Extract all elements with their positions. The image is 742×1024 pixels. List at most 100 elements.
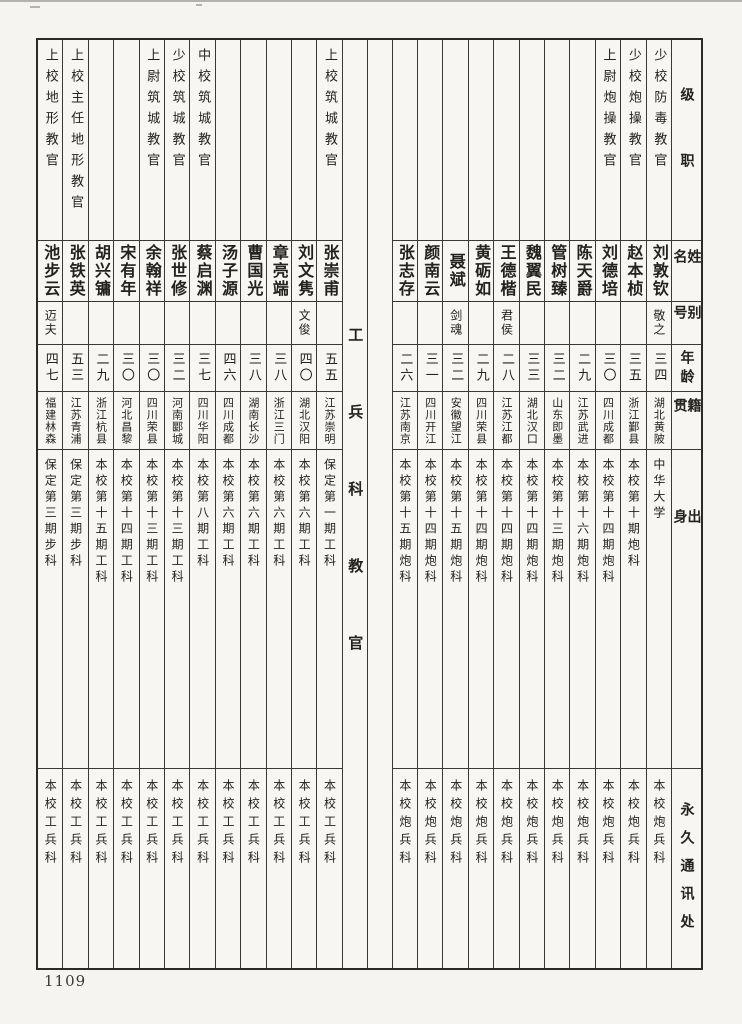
permanent-address-cell: 本校炮兵科 <box>423 779 438 869</box>
permanent-address-cell: 本校炮兵科 <box>524 779 539 869</box>
name-cell: 余翰祥 <box>139 241 164 302</box>
alias-cell <box>215 302 241 345</box>
person-column: 少校筑城教官 张世修 三二 河南郾城 本校第十三期工科 本校工兵科 <box>163 40 190 968</box>
origin-cell: 本校第十四期炮科 <box>418 450 443 769</box>
age-cell: 二六 <box>392 345 418 392</box>
origin-cell: 本校第十五期炮科 <box>392 450 418 769</box>
alias-cell <box>164 302 190 345</box>
alias-cell <box>595 302 621 345</box>
section-title-column: 工兵科教官 <box>341 40 367 968</box>
permanent-address-cell: 本校工兵科 <box>322 779 337 869</box>
native-place-cell: 浙江杭县 <box>88 392 114 450</box>
person-column: 上校地形教官 池步云 迈夫 四七 福建林森 保定第三期步科 本校工兵科 <box>38 40 63 968</box>
alias-cell <box>63 302 88 345</box>
rank-cell <box>519 40 545 241</box>
rank-cell <box>215 40 241 241</box>
person-column: 曹国光 三八 湖南长沙 本校第六期工科 本校工兵科 <box>240 40 266 968</box>
origin-cell: 本校第十三期炮科 <box>545 450 570 769</box>
origin-cell: 保定第三期步科 <box>38 450 63 769</box>
header-origin: 出身 <box>672 450 701 769</box>
header-native-place: 籍贯 <box>672 392 701 450</box>
name-cell: 曹国光 <box>241 241 266 302</box>
origin-cell: 本校第十六期炮科 <box>570 450 595 769</box>
alias-cell <box>418 302 443 345</box>
alias-cell <box>519 302 545 345</box>
rank-cell <box>468 40 494 241</box>
rank-cell <box>114 40 139 241</box>
alias-cell <box>139 302 164 345</box>
header-permanent-address: 永久通讯处 <box>678 802 695 942</box>
column-header-labels: 级职 姓名 别号 年龄 籍贯 出身 永久通讯处 <box>671 40 701 968</box>
permanent-address-cell: 本校工兵科 <box>271 779 286 869</box>
person-column: 少校防毒教官 刘敦钦 敬之 三四 湖北黄陂 中华大学 本校炮兵科 <box>645 40 671 968</box>
age-cell: 三三 <box>519 345 545 392</box>
rank-cell: 中校筑城教官 <box>190 40 215 241</box>
person-column: 上校主任地形教官 张铁英 五三 江苏青浦 保定第三期步科 本校工兵科 <box>62 40 88 968</box>
name-cell: 胡兴镛 <box>88 241 114 302</box>
name-cell: 张志存 <box>392 241 418 302</box>
permanent-address-cell: 本校炮兵科 <box>626 779 641 869</box>
permanent-address-cell: 本校炮兵科 <box>601 779 616 869</box>
alias-cell: 君侯 <box>494 302 519 345</box>
rank-cell <box>418 40 443 241</box>
name-cell: 张崇甫 <box>317 241 342 302</box>
origin-cell: 保定第三期步科 <box>63 450 88 769</box>
native-place-cell: 江苏江都 <box>494 392 519 450</box>
rank-cell: 上尉筑城教官 <box>139 40 164 241</box>
origin-cell: 本校第十四期炮科 <box>519 450 545 769</box>
native-place-cell: 山东即墨 <box>545 392 570 450</box>
rank-cell <box>266 40 291 241</box>
native-place-cell: 四川华阳 <box>190 392 215 450</box>
age-cell: 三〇 <box>114 345 139 392</box>
origin-cell: 本校第十三期工科 <box>139 450 164 769</box>
header-name: 姓名 <box>672 241 701 302</box>
alias-cell: 文俊 <box>291 302 317 345</box>
alias-cell: 迈夫 <box>38 302 63 345</box>
permanent-address-cell: 本校工兵科 <box>220 779 235 869</box>
name-cell: 刘敦钦 <box>646 241 671 302</box>
alias-cell: 剑魂 <box>443 302 468 345</box>
name-cell: 王德楷 <box>494 241 519 302</box>
permanent-address-cell: 本校工兵科 <box>195 779 210 869</box>
origin-cell: 本校第十五期工科 <box>88 450 114 769</box>
age-cell: 三五 <box>621 345 646 392</box>
scan-speck <box>196 4 202 6</box>
person-column: 黄砺如 二九 四川荣县 本校第十四期炮科 本校炮兵科 <box>467 40 494 968</box>
age-cell: 四六 <box>215 345 241 392</box>
age-cell: 三八 <box>241 345 266 392</box>
person-column: 中校筑城教官 蔡启渊 三七 四川华阳 本校第八期工科 本校工兵科 <box>189 40 215 968</box>
native-place-cell: 湖南长沙 <box>241 392 266 450</box>
alias-cell <box>545 302 570 345</box>
native-place-cell: 浙江三门 <box>266 392 291 450</box>
alias-cell: 敬之 <box>646 302 671 345</box>
rank-cell <box>392 40 418 241</box>
person-column: 汤子源 四六 四川成都 本校第六期工科 本校工兵科 <box>214 40 241 968</box>
age-cell: 二九 <box>88 345 114 392</box>
name-cell: 刘文隽 <box>291 241 317 302</box>
name-cell: 池步云 <box>38 241 63 302</box>
native-place-cell: 河南郾城 <box>164 392 190 450</box>
name-cell: 张世修 <box>164 241 190 302</box>
age-cell: 四七 <box>38 345 63 392</box>
alias-cell <box>621 302 646 345</box>
age-cell: 五五 <box>317 345 342 392</box>
rank-cell: 少校炮操教官 <box>621 40 646 241</box>
age-cell: 三一 <box>418 345 443 392</box>
permanent-address-cell: 本校工兵科 <box>119 779 134 869</box>
permanent-address-cell: 本校工兵科 <box>94 779 108 869</box>
name-cell: 赵本桢 <box>621 241 646 302</box>
native-place-cell: 江苏南京 <box>392 392 418 450</box>
native-place-cell: 四川荣县 <box>468 392 494 450</box>
permanent-address-cell: 本校炮兵科 <box>575 779 590 869</box>
origin-cell: 本校第六期工科 <box>266 450 291 769</box>
person-column: 上尉炮操教官 刘德培 三〇 四川成都 本校第十四期炮科 本校炮兵科 <box>594 40 621 968</box>
name-cell: 蔡启渊 <box>190 241 215 302</box>
alias-cell <box>266 302 291 345</box>
alias-cell <box>114 302 139 345</box>
section-spacer-column <box>366 40 392 968</box>
native-place-cell: 江苏青浦 <box>63 392 88 450</box>
rank-cell: 上校主任地形教官 <box>63 40 88 241</box>
scan-edge-artifact <box>0 0 742 2</box>
alias-cell <box>88 302 114 345</box>
